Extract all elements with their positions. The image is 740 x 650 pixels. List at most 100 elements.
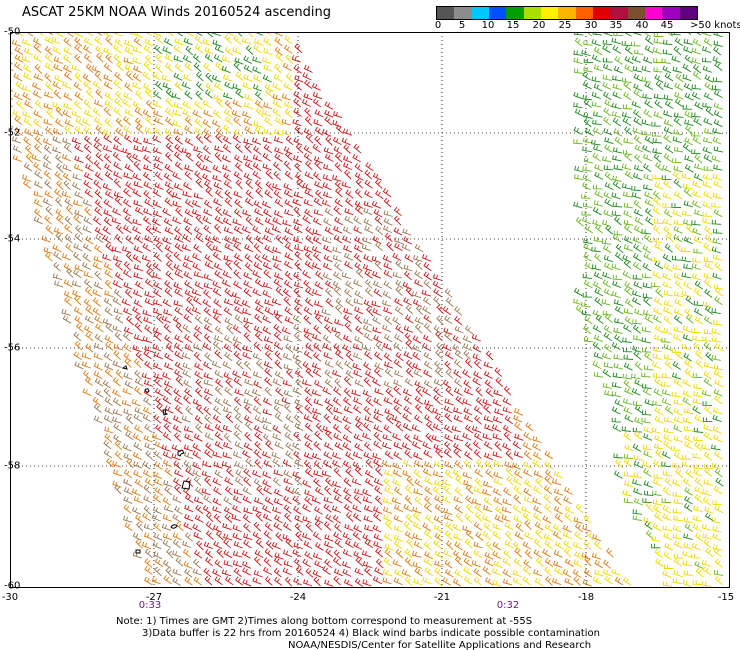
wind-barb [283, 504, 292, 514]
wind-barb [544, 558, 554, 567]
wind-barb [274, 36, 283, 47]
wind-barb [394, 297, 403, 307]
wind-barb [172, 316, 182, 326]
wind-barb [174, 269, 184, 279]
wind-barb [213, 53, 223, 63]
wind-barb [154, 155, 164, 164]
wind-barb [473, 576, 482, 586]
wind-barb [105, 36, 113, 46]
wind-barb [263, 32, 271, 35]
wind-barb [104, 279, 113, 290]
wind-barb [424, 551, 433, 560]
island-outline [181, 480, 191, 490]
wind-barb [313, 324, 322, 335]
wind-barb [603, 343, 613, 353]
wind-barb [242, 567, 252, 576]
wind-barb [355, 268, 364, 279]
wind-barb [593, 271, 603, 280]
wind-barb [262, 315, 272, 324]
wind-barb [333, 487, 342, 497]
wind-barb [444, 568, 454, 578]
wind-barb [674, 279, 683, 290]
wind-barb [94, 244, 103, 254]
wind-barb [382, 506, 393, 514]
wind-barb [623, 576, 632, 586]
wind-barb [394, 237, 404, 245]
wind-barb [223, 533, 233, 541]
wind-barb [392, 316, 401, 326]
wind-barb [583, 98, 592, 108]
wind-barb [651, 426, 662, 434]
wind-speed-colorbar [436, 6, 698, 20]
wind-barb [214, 576, 223, 586]
wind-barb [352, 343, 363, 351]
wind-barb [573, 201, 583, 209]
wind-barb [15, 81, 24, 91]
wind-barb [242, 110, 252, 119]
wind-barb [212, 245, 222, 253]
wind-barb [404, 576, 413, 587]
wind-barb [365, 162, 374, 172]
wind-barb [682, 389, 692, 398]
wind-barb [182, 261, 192, 270]
wind-barb [504, 530, 513, 541]
wind-barb [544, 460, 554, 470]
wind-barb [611, 406, 621, 415]
wind-barb [182, 190, 192, 198]
wind-barb [604, 171, 613, 181]
wind-barb [681, 343, 691, 351]
wind-barb [434, 479, 444, 488]
wind-barb [374, 495, 383, 506]
wind-barb [264, 343, 273, 353]
wind-barb [274, 359, 283, 370]
wind-barb [343, 314, 352, 324]
wind-barb [93, 179, 102, 189]
wind-barb [393, 540, 403, 549]
wind-barb [364, 566, 372, 577]
wind-barb [695, 567, 704, 578]
wind-barb [103, 47, 113, 55]
wind-barb [133, 245, 143, 254]
wind-barb [382, 342, 392, 351]
wind-barb [672, 491, 683, 497]
wind-barb [395, 324, 404, 334]
wind-barb [634, 404, 644, 414]
wind-barb [173, 72, 183, 81]
wind-barb [662, 164, 672, 173]
wind-barb [452, 344, 461, 353]
wind-barb [204, 46, 214, 55]
wind-barb [193, 496, 204, 504]
wind-barb [335, 187, 343, 198]
wind-barb [254, 298, 264, 308]
wind-barb [423, 449, 433, 459]
wind-barb [413, 434, 423, 443]
wind-barb [683, 352, 692, 362]
wind-barb [412, 362, 422, 371]
wind-barb [153, 372, 164, 380]
wind-barb [293, 558, 302, 568]
wind-barb [362, 432, 372, 440]
wind-barb [333, 286, 342, 297]
wind-barb [304, 116, 313, 126]
wind-barb [703, 479, 714, 487]
wind-barb [272, 99, 282, 108]
wind-barb [164, 226, 174, 235]
wind-barb [132, 46, 142, 54]
wind-barb [323, 521, 332, 531]
wind-barb [95, 125, 104, 135]
wind-barb [284, 306, 293, 316]
wind-barb [692, 453, 702, 459]
wind-barb [104, 396, 113, 406]
wind-barb [371, 300, 381, 308]
wind-barb [142, 413, 152, 422]
wind-barb [114, 271, 124, 281]
wind-barb [653, 32, 664, 37]
wind-barb [703, 191, 713, 199]
wind-barb [622, 347, 633, 353]
colorbar-label: 40 [635, 20, 649, 31]
wind-barb [235, 469, 244, 479]
wind-barb [184, 343, 194, 352]
wind-barb [194, 127, 204, 136]
wind-barb [254, 549, 264, 558]
wind-barb [475, 459, 484, 470]
